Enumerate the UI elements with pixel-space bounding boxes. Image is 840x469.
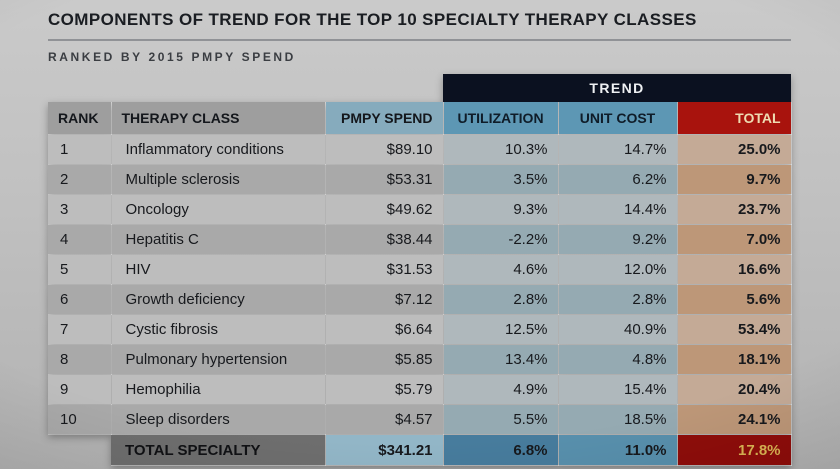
- utilization-cell: 3.5%: [443, 164, 559, 195]
- therapy-class-cell: Pulmonary hypertension: [111, 344, 326, 375]
- total-cell: 20.4%: [677, 374, 792, 405]
- pmpy-spend-cell: $7.12: [325, 284, 444, 315]
- total-utilization-cell: 6.8%: [443, 434, 559, 466]
- total-cell: 5.6%: [677, 284, 792, 315]
- utilization-cell: 2.8%: [443, 284, 559, 315]
- pmpy-spend-cell: $5.85: [325, 344, 444, 375]
- utilization-cell: 13.4%: [443, 344, 559, 375]
- therapy-class-cell: Cystic fibrosis: [111, 314, 326, 345]
- utilization-cell: 12.5%: [443, 314, 559, 345]
- total-cell: 25.0%: [677, 134, 792, 165]
- trend-group-header: TREND: [443, 74, 792, 102]
- unit-cost-cell: 18.5%: [558, 404, 678, 435]
- total-total-cell: 17.8%: [677, 434, 792, 466]
- column-header-therapy: THERAPY CLASS: [111, 102, 326, 135]
- trend-table: TREND RANK THERAPY CLASS PMPY SPEND UTIL…: [48, 74, 792, 466]
- table-row: 5 HIV $31.53 4.6% 12.0% 16.6%: [48, 254, 792, 285]
- utilization-cell: 5.5%: [443, 404, 559, 435]
- pmpy-spend-cell: $6.64: [325, 314, 444, 345]
- total-row: TOTAL SPECIALTY $341.21 6.8% 11.0% 17.8%: [48, 434, 792, 466]
- page-title: COMPONENTS OF TREND FOR THE TOP 10 SPECI…: [48, 10, 697, 29]
- unit-cost-cell: 9.2%: [558, 224, 678, 255]
- column-header-row: RANK THERAPY CLASS PMPY SPEND UTILIZATIO…: [48, 102, 792, 135]
- pmpy-spend-cell: $49.62: [325, 194, 444, 225]
- rank-cell: 5: [48, 254, 112, 285]
- total-cell: 24.1%: [677, 404, 792, 435]
- trend-group-spacer: [48, 74, 443, 102]
- column-header-total: TOTAL: [677, 102, 792, 135]
- utilization-cell: 9.3%: [443, 194, 559, 225]
- unit-cost-cell: 6.2%: [558, 164, 678, 195]
- unit-cost-cell: 40.9%: [558, 314, 678, 345]
- total-cell: 23.7%: [677, 194, 792, 225]
- therapy-class-cell: Sleep disorders: [111, 404, 326, 435]
- report-figure: COMPONENTS OF TREND FOR THE TOP 10 SPECI…: [48, 10, 792, 466]
- therapy-class-cell: Multiple sclerosis: [111, 164, 326, 195]
- therapy-class-cell: Hepatitis C: [111, 224, 326, 255]
- therapy-class-cell: HIV: [111, 254, 326, 285]
- unit-cost-cell: 4.8%: [558, 344, 678, 375]
- table-row: 10 Sleep disorders $4.57 5.5% 18.5% 24.1…: [48, 404, 792, 435]
- utilization-cell: -2.2%: [443, 224, 559, 255]
- therapy-class-cell: Inflammatory conditions: [111, 134, 326, 165]
- rank-cell: 6: [48, 284, 112, 315]
- unit-cost-cell: 15.4%: [558, 374, 678, 405]
- table-row: 6 Growth deficiency $7.12 2.8% 2.8% 5.6%: [48, 284, 792, 315]
- rank-cell: 4: [48, 224, 112, 255]
- utilization-cell: 4.9%: [443, 374, 559, 405]
- table-row: 1 Inflammatory conditions $89.10 10.3% 1…: [48, 134, 792, 165]
- utilization-cell: 4.6%: [443, 254, 559, 285]
- pmpy-spend-cell: $38.44: [325, 224, 444, 255]
- pmpy-spend-cell: $31.53: [325, 254, 444, 285]
- table-row: 3 Oncology $49.62 9.3% 14.4% 23.7%: [48, 194, 792, 225]
- therapy-class-cell: Oncology: [111, 194, 326, 225]
- pmpy-spend-cell: $53.31: [325, 164, 444, 195]
- total-cell: 9.7%: [677, 164, 792, 195]
- table-row: 8 Pulmonary hypertension $5.85 13.4% 4.8…: [48, 344, 792, 375]
- rank-cell: 1: [48, 134, 112, 165]
- column-header-utilization: UTILIZATION: [443, 102, 559, 135]
- total-row-spacer: [48, 435, 111, 466]
- unit-cost-cell: 14.7%: [558, 134, 678, 165]
- trend-group-row: TREND: [48, 74, 792, 102]
- therapy-class-cell: Hemophilia: [111, 374, 326, 405]
- table-row: 9 Hemophilia $5.79 4.9% 15.4% 20.4%: [48, 374, 792, 405]
- therapy-class-cell: Growth deficiency: [111, 284, 326, 315]
- rank-cell: 10: [48, 404, 112, 435]
- unit-cost-cell: 2.8%: [558, 284, 678, 315]
- rank-cell: 7: [48, 314, 112, 345]
- pmpy-spend-cell: $4.57: [325, 404, 444, 435]
- unit-cost-cell: 12.0%: [558, 254, 678, 285]
- total-cell: 53.4%: [677, 314, 792, 345]
- rank-cell: 2: [48, 164, 112, 195]
- pmpy-spend-cell: $89.10: [325, 134, 444, 165]
- title-divider: [48, 39, 791, 41]
- column-header-unit-cost: UNIT COST: [558, 102, 678, 135]
- subtitle: RANKED BY 2015 PMPY SPEND: [48, 50, 296, 64]
- table-row: 2 Multiple sclerosis $53.31 3.5% 6.2% 9.…: [48, 164, 792, 195]
- utilization-cell: 10.3%: [443, 134, 559, 165]
- total-cell: 18.1%: [677, 344, 792, 375]
- table-row: 7 Cystic fibrosis $6.64 12.5% 40.9% 53.4…: [48, 314, 792, 345]
- rank-cell: 9: [48, 374, 112, 405]
- total-pmpy-spend-cell: $341.21: [325, 434, 444, 466]
- total-cell: 7.0%: [677, 224, 792, 255]
- column-header-pmpy-spend: PMPY SPEND: [325, 102, 444, 135]
- table-row: 4 Hepatitis C $38.44 -2.2% 9.2% 7.0%: [48, 224, 792, 255]
- unit-cost-cell: 14.4%: [558, 194, 678, 225]
- total-cell: 16.6%: [677, 254, 792, 285]
- column-header-rank: RANK: [48, 102, 112, 135]
- rank-cell: 8: [48, 344, 112, 375]
- rank-cell: 3: [48, 194, 112, 225]
- total-label-cell: TOTAL SPECIALTY: [111, 434, 326, 466]
- total-unit-cost-cell: 11.0%: [558, 434, 678, 466]
- pmpy-spend-cell: $5.79: [325, 374, 444, 405]
